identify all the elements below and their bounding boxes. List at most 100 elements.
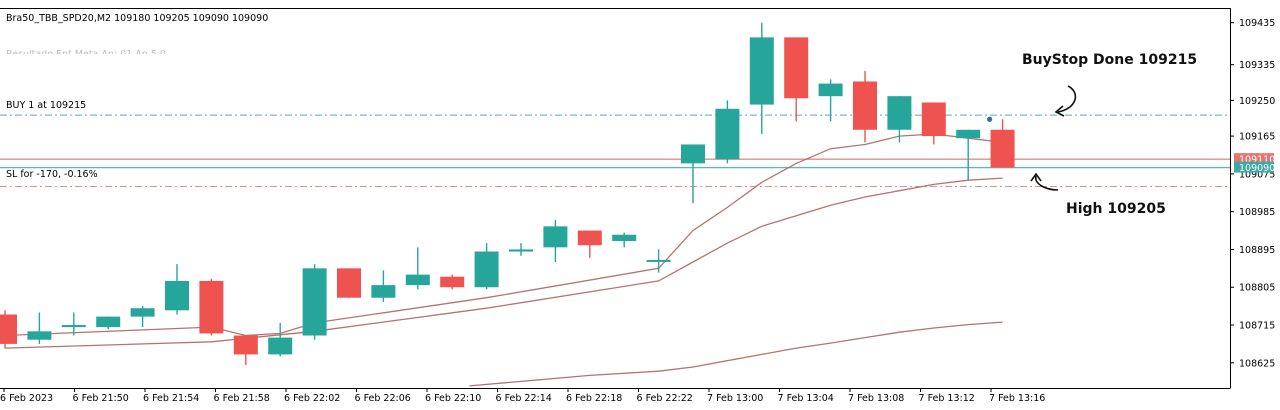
candle[interactable] [509,243,533,256]
ma-mid-line [4,177,1003,349]
candle-body [577,230,602,246]
candle[interactable] [96,316,121,330]
candle[interactable] [165,264,189,315]
bid-price-tag: 109090 [1239,163,1275,174]
buy-order-label: BUY 1 at 109215 [6,100,86,111]
time-tick-label: 7 Feb 13:16 [989,393,1045,404]
candle[interactable] [268,322,293,357]
candle-body [371,285,396,298]
candle[interactable] [853,70,877,143]
high-marker-dot [987,116,993,122]
candle[interactable] [887,96,912,143]
candle[interactable] [440,274,465,290]
ask-price-tag: 109110 [1239,155,1275,166]
price-tick-label: 108895 [1239,245,1275,256]
candle-body [784,37,809,99]
candle-body [509,249,533,252]
price-axis: 109435 109335 109250 109165 109075 108985 1088… [1230,18,1275,369]
candle[interactable] [784,37,809,122]
time-axis: 6 Feb 2023 6 Feb 21:50 6 Feb 21:54 6 Feb 21… [0,388,1045,404]
candle-body [474,251,499,288]
candle-body [199,280,224,334]
ask-price-tag-box [1234,153,1274,165]
candle-body [956,129,981,139]
candle[interactable] [0,310,17,349]
candle-body [818,83,843,97]
time-tick-label: 7 Feb 13:12 [919,393,975,404]
high-arrow-icon [1035,175,1059,191]
candle[interactable] [681,144,705,204]
price-tick-label: 108715 [1239,321,1275,332]
faded-indicator-info: Resultado Ent,Meta Ap: 01,Ap 5 0 [6,49,166,60]
price-tick-label: 109075 [1239,169,1275,180]
ma-slow-line [469,321,1003,387]
candle[interactable] [646,249,671,273]
buystop-arrow-icon [1057,85,1077,113]
candle-body [990,129,1015,168]
candle-body [61,325,86,328]
candle[interactable] [233,335,258,365]
candle-body [233,335,258,355]
candle-body [96,316,121,328]
time-tick-label: 6 Feb 21:50 [73,393,129,404]
time-tick-label: 6 Feb 22:02 [284,393,340,404]
high-annotation: High 109205 [1066,201,1166,217]
candle[interactable] [715,100,740,164]
time-tick-label: 6 Feb 22:10 [425,393,481,404]
candle-body [646,259,671,262]
candle[interactable] [818,79,843,122]
candle-body [165,280,189,311]
candle-body [921,102,946,137]
candle[interactable] [474,243,499,290]
candle-body [440,276,465,288]
candle[interactable] [577,230,602,258]
candle[interactable] [921,102,946,145]
buystop-annotation: BuyStop Done 109215 [1022,52,1197,68]
candle[interactable] [61,312,86,336]
candle[interactable] [612,232,637,248]
candles[interactable] [0,22,1015,365]
candle[interactable] [199,278,224,336]
price-tick-label: 108805 [1239,283,1275,294]
candle[interactable] [302,264,327,340]
high-arrowhead-icon [1030,172,1042,182]
candle-body [27,331,52,340]
stop-loss-label: SL for -170, -0.16% [6,169,98,180]
candle[interactable] [371,270,396,302]
candle[interactable] [543,220,568,263]
candle[interactable] [337,268,361,298]
candle[interactable] [956,129,981,181]
candle-body [0,314,17,344]
candle-body [887,96,912,130]
time-tick-label: 6 Feb 21:54 [143,393,199,404]
candle-body [302,268,327,336]
candle[interactable] [749,22,774,134]
candle-body [268,337,293,355]
time-tick-label: 6 Feb 22:18 [566,393,622,404]
candle-body [853,81,877,130]
price-tick-label: 109335 [1239,60,1275,71]
time-tick-label: 6 Feb 2023 [0,393,53,404]
buystop-arrowhead-icon [1054,105,1065,117]
candle-body [715,108,740,160]
candle[interactable] [405,247,430,290]
candle[interactable] [990,119,1015,168]
bid-price-tag-box [1234,161,1274,173]
time-tick-label: 6 Feb 22:06 [355,393,411,404]
time-tick-label: 7 Feb 13:00 [707,393,763,404]
price-tick-label: 109165 [1239,132,1275,143]
candle-body [337,268,361,298]
time-tick-label: 6 Feb 22:22 [637,393,693,404]
candle-body [749,37,774,105]
moving-averages [4,133,1003,387]
candle[interactable] [27,312,52,344]
candle-body [405,274,430,286]
candle-body [681,144,705,164]
time-tick-label: 7 Feb 13:04 [778,393,834,404]
price-tick-label: 109250 [1239,96,1275,107]
candle-body [130,308,155,317]
candle[interactable] [130,306,155,328]
ma-fast-line [4,133,1003,337]
